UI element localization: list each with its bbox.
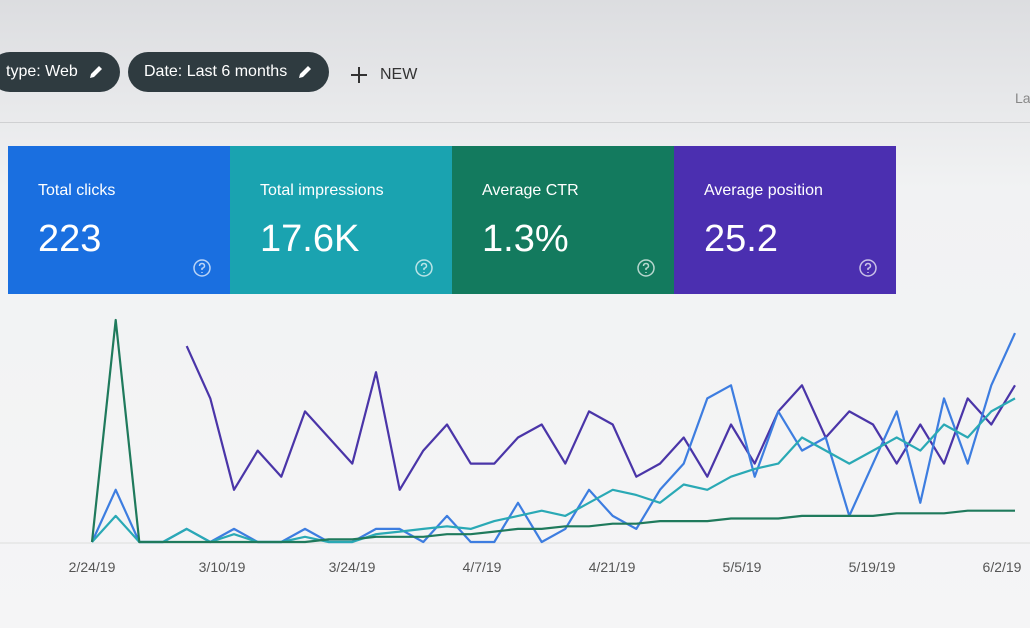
metric-label: Average position (704, 182, 823, 199)
help-mark (420, 262, 428, 273)
edit-icon (89, 66, 102, 78)
help-icon (415, 259, 433, 277)
metric-label: Total clicks (38, 182, 116, 199)
filter-chip[interactable]: Date: Last 6 months (128, 52, 330, 92)
chart: 2/24/19 3/10/19 3/24/19 4/7/19 4/21/19 5/5/19… (0, 318, 1030, 575)
help-mark (642, 262, 650, 273)
metric-label: Average CTR (482, 182, 579, 199)
x-tick-label: 6/2/19 (983, 559, 1022, 575)
metric-card[interactable]: Total clicks 223 (8, 146, 230, 294)
help-mark (864, 262, 872, 273)
chip-label: type: Web (6, 63, 78, 80)
chip-label: Date: Last 6 months (144, 63, 288, 80)
x-tick-label: 2/24/19 (69, 559, 116, 575)
help-icon (859, 259, 877, 277)
filter-chip[interactable]: type: Web (0, 52, 120, 92)
metric-card[interactable]: Total impressions 17.6K (230, 146, 452, 294)
x-tick-label: 3/24/19 (329, 559, 376, 575)
new-button[interactable]: NEW (350, 66, 417, 84)
series-line (90, 332, 1017, 544)
x-tick-label: 3/10/19 (199, 559, 246, 575)
help-icon (193, 259, 211, 277)
metric-card[interactable]: Average CTR 1.3% (452, 146, 674, 294)
edit-icon (299, 66, 312, 78)
cut-off-text: La (1015, 90, 1030, 106)
metric-value: 17.6K (260, 218, 360, 260)
x-tick-label: 4/7/19 (463, 559, 502, 575)
help-circle (415, 259, 433, 277)
divider (0, 122, 1030, 123)
metric-card[interactable]: Average position 25.2 (674, 146, 896, 294)
metric-cards: Total clicks 223 Total impressions 17.6K Ave… (8, 146, 896, 294)
series-line (91, 397, 1016, 544)
x-tick-label: 5/19/19 (849, 559, 896, 575)
plus-icon (351, 67, 367, 83)
metric-value: 1.3% (482, 218, 569, 260)
help-icon (637, 259, 655, 277)
metric-label: Total impressions (260, 182, 384, 199)
help-circle (637, 259, 655, 277)
new-label: NEW (380, 66, 418, 83)
series-line (185, 345, 1016, 491)
series-line (90, 318, 1015, 544)
help-circle (859, 259, 877, 277)
x-tick-label: 5/5/19 (723, 559, 762, 575)
help-mark (198, 262, 206, 273)
metric-value: 25.2 (704, 218, 778, 260)
metric-value: 223 (38, 218, 102, 260)
help-circle (193, 259, 211, 277)
x-tick-label: 4/21/19 (589, 559, 636, 575)
